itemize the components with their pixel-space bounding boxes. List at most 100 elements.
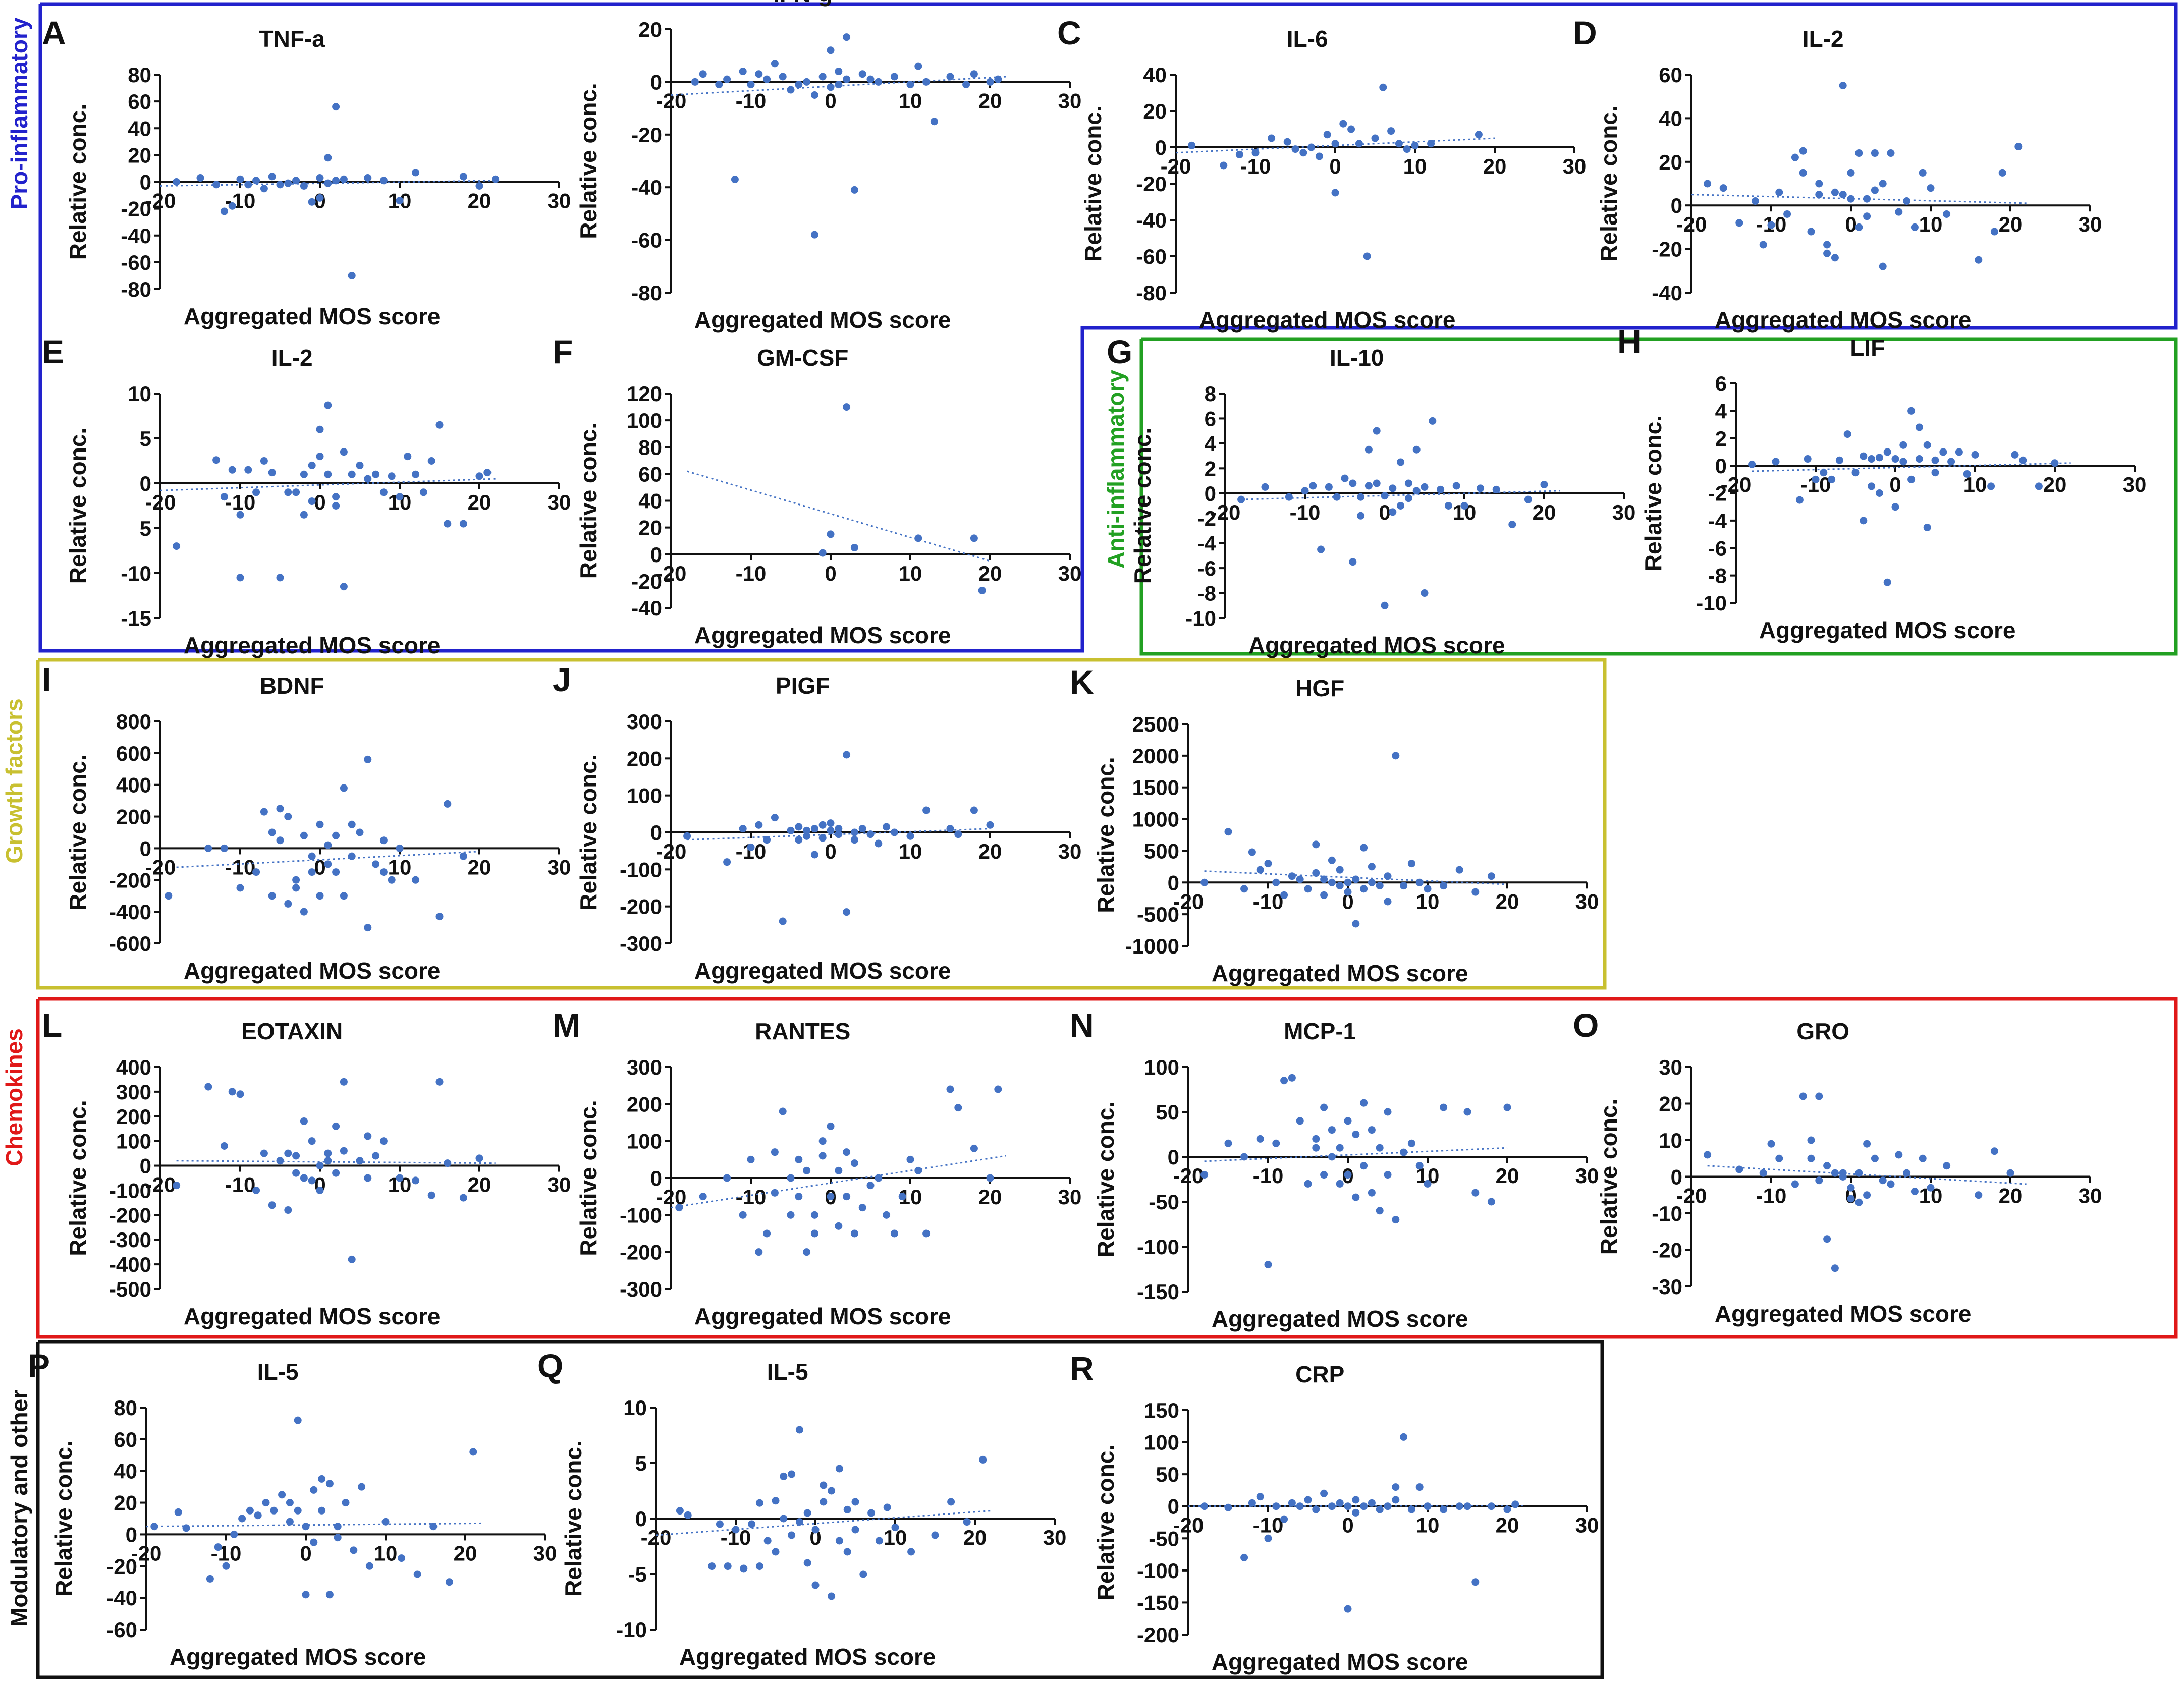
- data-point-r: [1424, 1502, 1432, 1510]
- data-point-n: [1256, 1135, 1264, 1143]
- data-point-g: [1285, 493, 1293, 501]
- data-point-l: [332, 1122, 340, 1130]
- x-tick-label-r: 20: [1496, 1513, 1519, 1537]
- data-point-g: [1309, 482, 1317, 490]
- data-point-e: [212, 456, 221, 464]
- y-tick-label-a: -40: [121, 224, 151, 248]
- data-point-d: [1839, 82, 1847, 90]
- x-tick-label-r: 10: [1416, 1513, 1440, 1537]
- data-point-l: [340, 1147, 348, 1155]
- data-point-q: [795, 1518, 803, 1526]
- data-point-l: [284, 1206, 292, 1214]
- data-point-o: [1855, 1169, 1863, 1177]
- data-point-b: [986, 78, 994, 86]
- data-point-d: [1719, 184, 1727, 192]
- data-point-o: [1775, 1154, 1783, 1162]
- y-tick-label-g: 6: [1205, 407, 1216, 430]
- y-tick-label-k: 2500: [1132, 712, 1179, 736]
- x-tick-label-o: -20: [1676, 1184, 1707, 1208]
- x-tick-label-o: 30: [2079, 1184, 2102, 1208]
- data-point-h: [1939, 448, 1947, 456]
- y-axis-title-m: Relative conc.: [575, 1100, 602, 1256]
- data-point-o: [1823, 1235, 1831, 1243]
- data-point-r: [1392, 1496, 1400, 1504]
- data-point-j: [986, 821, 994, 829]
- data-point-e: [332, 493, 340, 501]
- panel-title-p: IL-5: [257, 1359, 299, 1385]
- y-tick-label-b: -80: [631, 281, 662, 305]
- data-point-q: [891, 1524, 899, 1532]
- y-tick-label-c: -60: [1136, 245, 1167, 268]
- data-point-b: [771, 60, 779, 68]
- data-point-e: [364, 475, 372, 483]
- data-point-j: [827, 819, 835, 827]
- y-axis-title-j: Relative conc.: [575, 754, 602, 910]
- y-axis-title-l: Relative conc.: [65, 1100, 91, 1256]
- data-point-l: [379, 1137, 388, 1145]
- y-tick-label-m: -300: [620, 1277, 662, 1301]
- data-point-b: [755, 70, 763, 78]
- chart-panels: ATNF-a806040200-20-40-60-80-20-100102030…: [28, 0, 2146, 1675]
- x-axis-title-l: Aggregated MOS score: [184, 1303, 441, 1329]
- y-tick-label-a: 80: [128, 63, 151, 87]
- data-point-k: [1415, 878, 1424, 886]
- y-tick-label-h: -2: [1708, 482, 1727, 506]
- data-point-m: [914, 1166, 922, 1174]
- data-point-g: [1524, 495, 1532, 503]
- y-tick-label-l: 200: [116, 1105, 151, 1129]
- data-point-n: [1288, 1074, 1296, 1082]
- data-point-g: [1301, 487, 1309, 495]
- y-tick-label-i: -600: [109, 932, 151, 956]
- panel-b: BIFN-g200-20-40-60-80-20-100102030Aggreg…: [553, 0, 1081, 333]
- y-tick-label-c: -40: [1136, 208, 1167, 232]
- data-point-l: [324, 1157, 332, 1165]
- data-point-a: [220, 207, 228, 215]
- data-point-q: [788, 1531, 796, 1539]
- data-point-e: [348, 470, 356, 478]
- y-tick-label-g: 4: [1205, 432, 1217, 456]
- data-point-a: [340, 175, 348, 183]
- data-point-n: [1424, 1180, 1432, 1188]
- x-axis-title-q: Aggregated MOS score: [679, 1644, 936, 1670]
- data-point-i: [268, 892, 276, 900]
- data-point-p: [342, 1499, 350, 1507]
- data-point-g: [1381, 601, 1389, 609]
- data-point-l: [228, 1088, 236, 1096]
- data-point-p: [238, 1515, 246, 1523]
- x-tick-label-g: 0: [1379, 500, 1390, 524]
- y-tick-label-m: -100: [620, 1203, 662, 1227]
- y-tick-label-o: 0: [1671, 1165, 1682, 1189]
- data-point-l: [252, 1186, 260, 1194]
- group-label-anti-inflammatory: Anti-inflammatory: [1103, 370, 1129, 569]
- x-axis-title-k: Aggregated MOS score: [1212, 960, 1468, 986]
- data-point-k: [1455, 866, 1463, 874]
- data-point-i: [332, 868, 340, 876]
- data-point-i: [412, 876, 420, 884]
- data-point-e: [444, 520, 452, 528]
- x-tick-label-f: 30: [1058, 562, 1082, 585]
- data-point-d: [1735, 219, 1743, 227]
- data-point-n: [1368, 1189, 1376, 1197]
- data-point-b: [890, 73, 898, 81]
- panel-letter-a: A: [42, 14, 66, 51]
- data-point-d: [1815, 191, 1823, 199]
- y-tick-label-o: -20: [1652, 1239, 1682, 1262]
- y-tick-label-k: 1000: [1132, 808, 1179, 831]
- data-point-j: [818, 834, 827, 842]
- data-point-p: [350, 1546, 358, 1554]
- data-point-j: [883, 823, 891, 831]
- group-label-chemokines: Chemokines: [1, 1028, 27, 1166]
- data-point-d: [1807, 228, 1815, 236]
- data-point-p: [150, 1523, 158, 1531]
- data-point-m: [883, 1211, 891, 1219]
- data-point-h: [2035, 482, 2043, 490]
- y-tick-label-o: 10: [1659, 1129, 1682, 1152]
- data-point-m: [787, 1211, 795, 1219]
- data-point-d: [1799, 169, 1807, 177]
- y-tick-label-a: 60: [128, 90, 151, 114]
- y-tick-label-f: 80: [638, 435, 662, 459]
- y-tick-label-r: -50: [1149, 1527, 1179, 1550]
- data-point-g: [1492, 485, 1500, 493]
- data-point-k: [1360, 885, 1368, 893]
- trend-line-q: [656, 1510, 991, 1536]
